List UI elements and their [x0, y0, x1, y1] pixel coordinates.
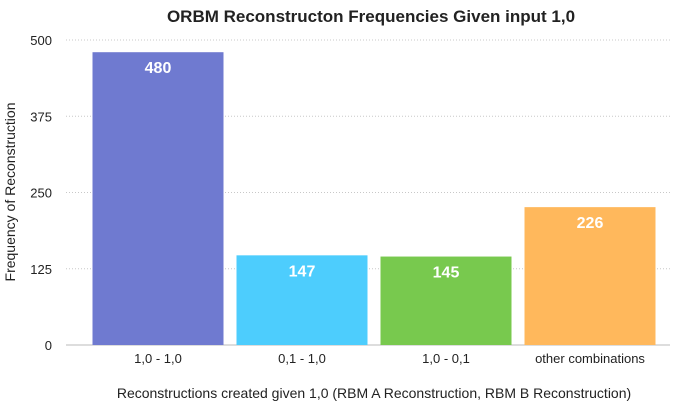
x-tick-label: 0,1 - 1,0: [278, 351, 326, 366]
bars: 480 147 145 226: [92, 52, 656, 345]
x-tick-label: 1,0 - 1,0: [134, 351, 182, 366]
bar: [380, 256, 512, 345]
y-tick-label: 375: [30, 109, 52, 124]
bar-value-label: 145: [433, 265, 460, 282]
y-tick-label: 0: [45, 338, 52, 353]
y-tick-label: 500: [30, 33, 52, 48]
bar-value-label: 480: [145, 60, 172, 77]
x-axis-label: Reconstructions created given 1,0 (RBM A…: [117, 385, 631, 401]
x-tick-label: other combinations: [535, 351, 645, 366]
bar-value-label: 226: [577, 215, 604, 232]
y-axis-label: Frequency of Reconstruction: [2, 103, 18, 282]
chart-title: ORBM Reconstructon Frequencies Given inp…: [167, 7, 575, 26]
y-tick-label: 125: [30, 262, 52, 277]
y-axis-ticks: 0 125 250 375 500: [30, 33, 52, 353]
bar-value-label: 147: [289, 263, 316, 280]
x-tick-label: 1,0 - 0,1: [422, 351, 470, 366]
bar: [92, 52, 224, 345]
bar: [236, 255, 368, 345]
bar: [524, 207, 656, 345]
x-axis-ticks: 1,0 - 1,0 0,1 - 1,0 1,0 - 0,1 other combina…: [134, 351, 645, 366]
y-tick-label: 250: [30, 186, 52, 201]
